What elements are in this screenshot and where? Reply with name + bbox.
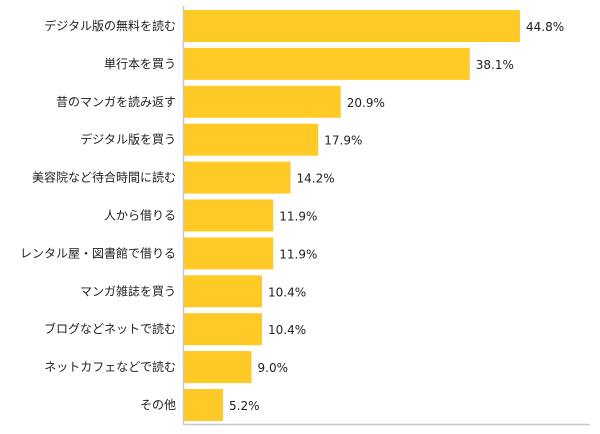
value-label: 5.2% xyxy=(229,399,260,413)
category-label: マンガ雑誌を買う xyxy=(80,283,176,298)
bar xyxy=(184,161,291,194)
bar xyxy=(184,275,262,308)
category-label: デジタル版の無料を読む xyxy=(44,18,176,33)
category-label: レンタル屋・図書館で借りる xyxy=(20,245,176,260)
category-label: ブログなどネットで読む xyxy=(44,321,176,336)
value-label: 10.4% xyxy=(268,323,306,337)
value-label: 44.8% xyxy=(526,20,564,34)
bar xyxy=(184,351,252,384)
value-label: 9.0% xyxy=(258,361,289,375)
bar xyxy=(184,237,274,270)
bar xyxy=(184,199,274,232)
value-label: 38.1% xyxy=(476,58,514,72)
bar xyxy=(184,313,262,346)
value-label: 14.2% xyxy=(297,172,335,186)
bar xyxy=(184,47,470,80)
bar xyxy=(184,85,341,118)
category-label: デジタル版を買う xyxy=(80,132,176,147)
value-label: 11.9% xyxy=(279,247,317,261)
bar xyxy=(184,123,319,156)
value-label: 17.9% xyxy=(324,134,362,148)
value-label: 10.4% xyxy=(268,285,306,299)
bar xyxy=(184,10,520,42)
category-label: ネットカフェなどで読む xyxy=(44,359,176,374)
category-label: 人から借りる xyxy=(104,209,176,223)
category-label: 昔のマンガを読み返す xyxy=(56,94,176,109)
category-label: 美容院など待合時間に読む xyxy=(32,170,176,185)
category-label: その他 xyxy=(140,398,176,412)
category-label: 単行本を買う xyxy=(104,57,176,71)
value-label: 20.9% xyxy=(347,96,385,110)
bar xyxy=(184,389,223,421)
value-label: 11.9% xyxy=(279,210,317,224)
